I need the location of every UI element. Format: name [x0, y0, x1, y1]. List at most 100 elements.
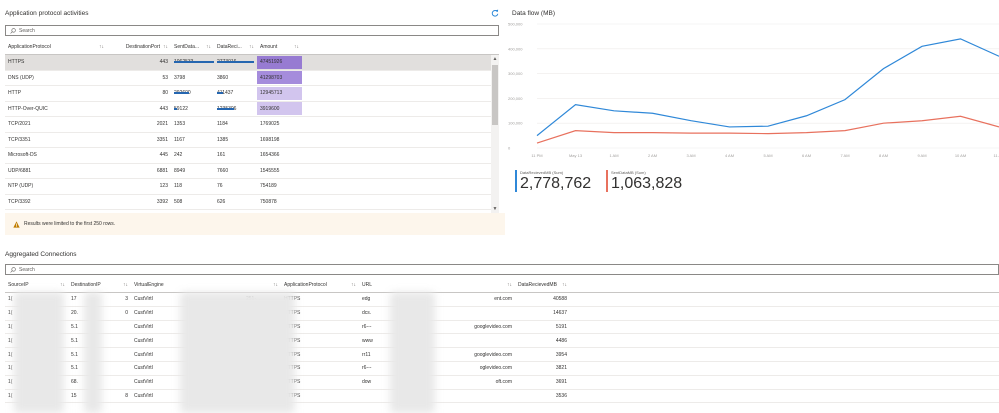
cell-value: 5.1 [71, 337, 78, 344]
activities-search[interactable] [5, 25, 499, 36]
y-tick-label: 200,000 [508, 96, 523, 101]
x-tick-label: May 13 [569, 153, 583, 158]
cell-destinationip: 5.1 [68, 324, 131, 330]
col-virtualengine[interactable]: VirtualEngine ↑↓ [131, 282, 281, 288]
dataflow-chart[interactable]: 500,000 400,000 300,000 200,000 100,000 0 11 P… [505, 18, 999, 170]
cell-value: 1167 [174, 136, 185, 143]
connections-search[interactable] [5, 264, 999, 275]
table-row[interactable]: TCP/3351 3351 1167 1385 1698198 [5, 133, 499, 148]
x-tick-label: 11 AM [993, 153, 999, 158]
cell-datarecievedmb: 14637 [553, 310, 567, 317]
refresh-icon[interactable] [491, 9, 499, 17]
table-row[interactable]: DNS (UDP) 53 3798 3860 41298703 [5, 71, 499, 86]
col-url[interactable]: URL ↑↓ [359, 282, 515, 288]
legend-swatch [515, 170, 517, 192]
sort-icon: ↑↓ [249, 43, 254, 50]
y-tick-label: 400,000 [508, 46, 523, 51]
connections-header-row: SourceIP ↑↓ DestinationIP ↑↓ VirtualEngine… [5, 278, 999, 293]
cell-recv: 2773016 [214, 59, 257, 65]
x-tick-label: 1 AM [609, 153, 618, 158]
sort-icon: ↑↓ [206, 43, 211, 50]
table-row[interactable]: 1(5.1CustVirtl1-do...HTTPSrr11googlevide… [5, 348, 999, 362]
cell-value: 1385 [217, 136, 229, 143]
col-datarecievedmb[interactable]: DataRecievedMB ↑↓ [515, 282, 570, 288]
activities-scrollbar[interactable]: ▲ ▼ [491, 55, 499, 213]
table-row[interactable]: 1(5.1CustVirtl002-...HTTPSr6---googlevid… [5, 321, 999, 335]
cell-value: 508 [174, 198, 183, 205]
connections-grid: SourceIP ↑↓ DestinationIP ↑↓ VirtualEngine… [5, 278, 999, 413]
cell-value: 59122 [174, 105, 188, 112]
table-row[interactable]: HTTP-Over-QUIC 443 59122 12353063919600 [5, 102, 499, 117]
sort-icon: ↑↓ [562, 282, 567, 288]
cell-datarecievedmb: 3691 [555, 379, 567, 386]
col-applicationprotocol[interactable]: ApplicationProtocol ↑↓ [281, 282, 359, 288]
legend-value: 1,063,828 [611, 175, 683, 192]
scroll-up-icon[interactable]: ▲ [492, 56, 498, 62]
cell-sourceip: 1( [8, 379, 13, 386]
legend-label: DataRecievedMB (Sum) [520, 170, 564, 175]
cell-sourceip: 1( [8, 365, 13, 372]
cell-amount: 47451926 [257, 55, 302, 69]
activities-grid: ApplicationProtocol ↑↓ DestinationPort ↑↓ … [5, 39, 499, 213]
legend-swatch [606, 170, 608, 192]
cell-value: 3 [125, 296, 128, 303]
cell-sent: 242 [171, 152, 214, 158]
x-tick-label: 6 AM [802, 153, 811, 158]
col-sentdata[interactable]: SentData... ↑↓ [171, 44, 214, 50]
table-row[interactable]: UDP/6881 6881 8949 7660 1545555 [5, 164, 499, 179]
cell-sent: 1167 [171, 137, 214, 143]
cell-port: 3351 [156, 136, 168, 143]
table-row[interactable]: HTTPS 4431062533277301647451926 [5, 55, 499, 71]
cell-url: edg ent.com [359, 296, 515, 302]
table-row[interactable]: Microsoft-DS 445 242 161 1654366 [5, 148, 499, 164]
activities-search-input[interactable] [19, 27, 459, 34]
x-tick-label: 11 PM [531, 153, 542, 158]
cell-recv: 411437 [214, 90, 257, 96]
row-limit-notice: Results were limited to the first 250 ro… [5, 213, 505, 235]
col-label: SentData... [174, 43, 200, 50]
table-row[interactable]: TCP/3392 3392 508 626 750878 [5, 195, 499, 210]
cell-port: 443 [159, 59, 168, 66]
cell-value: googlevideo.com [474, 323, 512, 330]
cell-value: 118 [174, 183, 182, 190]
col-applicationprotocol[interactable]: ApplicationProtocol ↑↓ [5, 44, 107, 50]
cell-datarecievedmb: 40588 [553, 296, 567, 303]
col-label: SourceIP [8, 282, 29, 288]
x-tick-label: 8 AM [879, 153, 888, 158]
col-destinationip[interactable]: DestinationIP ↑↓ [68, 282, 131, 288]
recv-bar [217, 107, 234, 110]
table-row[interactable]: 1(158CustVirtl002-...HTTPS3536 [5, 390, 999, 404]
cell-port: 3392 [156, 198, 168, 205]
cell-virtualengine: CustVirtl [134, 392, 153, 399]
cell-amount: 3919600 [257, 102, 302, 116]
cell-value: 3798 [174, 74, 186, 81]
table-row[interactable]: 1(20.0CustVirtl2-do...HTTPSdcs.14637 [5, 307, 999, 321]
cell-destinationip: 68. [68, 379, 131, 385]
cell-virtualengine: CustVirtl [134, 365, 153, 372]
table-row[interactable]: 1(5.1CustVirtl1-do...HTTPSr6---oglevideo… [5, 362, 999, 376]
cell-value: 1184 [217, 121, 228, 128]
col-label: DataReci... [217, 43, 242, 50]
legend-received[interactable]: DataRecievedMB (Sum) 2,778,762 [515, 170, 591, 192]
cell-value: 5.1 [71, 323, 78, 330]
scroll-thumb[interactable] [492, 65, 498, 125]
cell-destinationip: 20. 0 [68, 310, 131, 316]
cell-value: 626 [217, 198, 226, 205]
col-amount[interactable]: Amount ↑↓ [257, 44, 302, 50]
connections-search-input[interactable] [19, 266, 909, 273]
table-row[interactable]: NTP (UDP) 123 118 76 754189 [5, 179, 499, 195]
table-row[interactable]: HTTP 80292600411437 12945713 [5, 86, 499, 102]
sent-bar [174, 107, 178, 110]
scroll-down-icon[interactable]: ▼ [492, 206, 498, 212]
table-row[interactable]: TCP/2021 2021 1353 1184 1769025 [5, 117, 499, 133]
col-destinationport[interactable]: DestinationPort ↑↓ [107, 44, 171, 50]
legend-sent[interactable]: SentDataMB (Sum) 1,063,828 [606, 170, 682, 192]
col-datareci[interactable]: DataReci... ↑↓ [214, 44, 257, 50]
cell-protocol: UDP/6881 [8, 167, 32, 174]
col-sourceip[interactable]: SourceIP ↑↓ [5, 282, 68, 288]
table-row[interactable]: 1(173CustVirtl251-...HTTPSedgent.com4058… [5, 293, 999, 307]
cell-value: 1353 [174, 121, 186, 128]
cell-protocol: HTTP-Over-QUIC [8, 105, 48, 112]
